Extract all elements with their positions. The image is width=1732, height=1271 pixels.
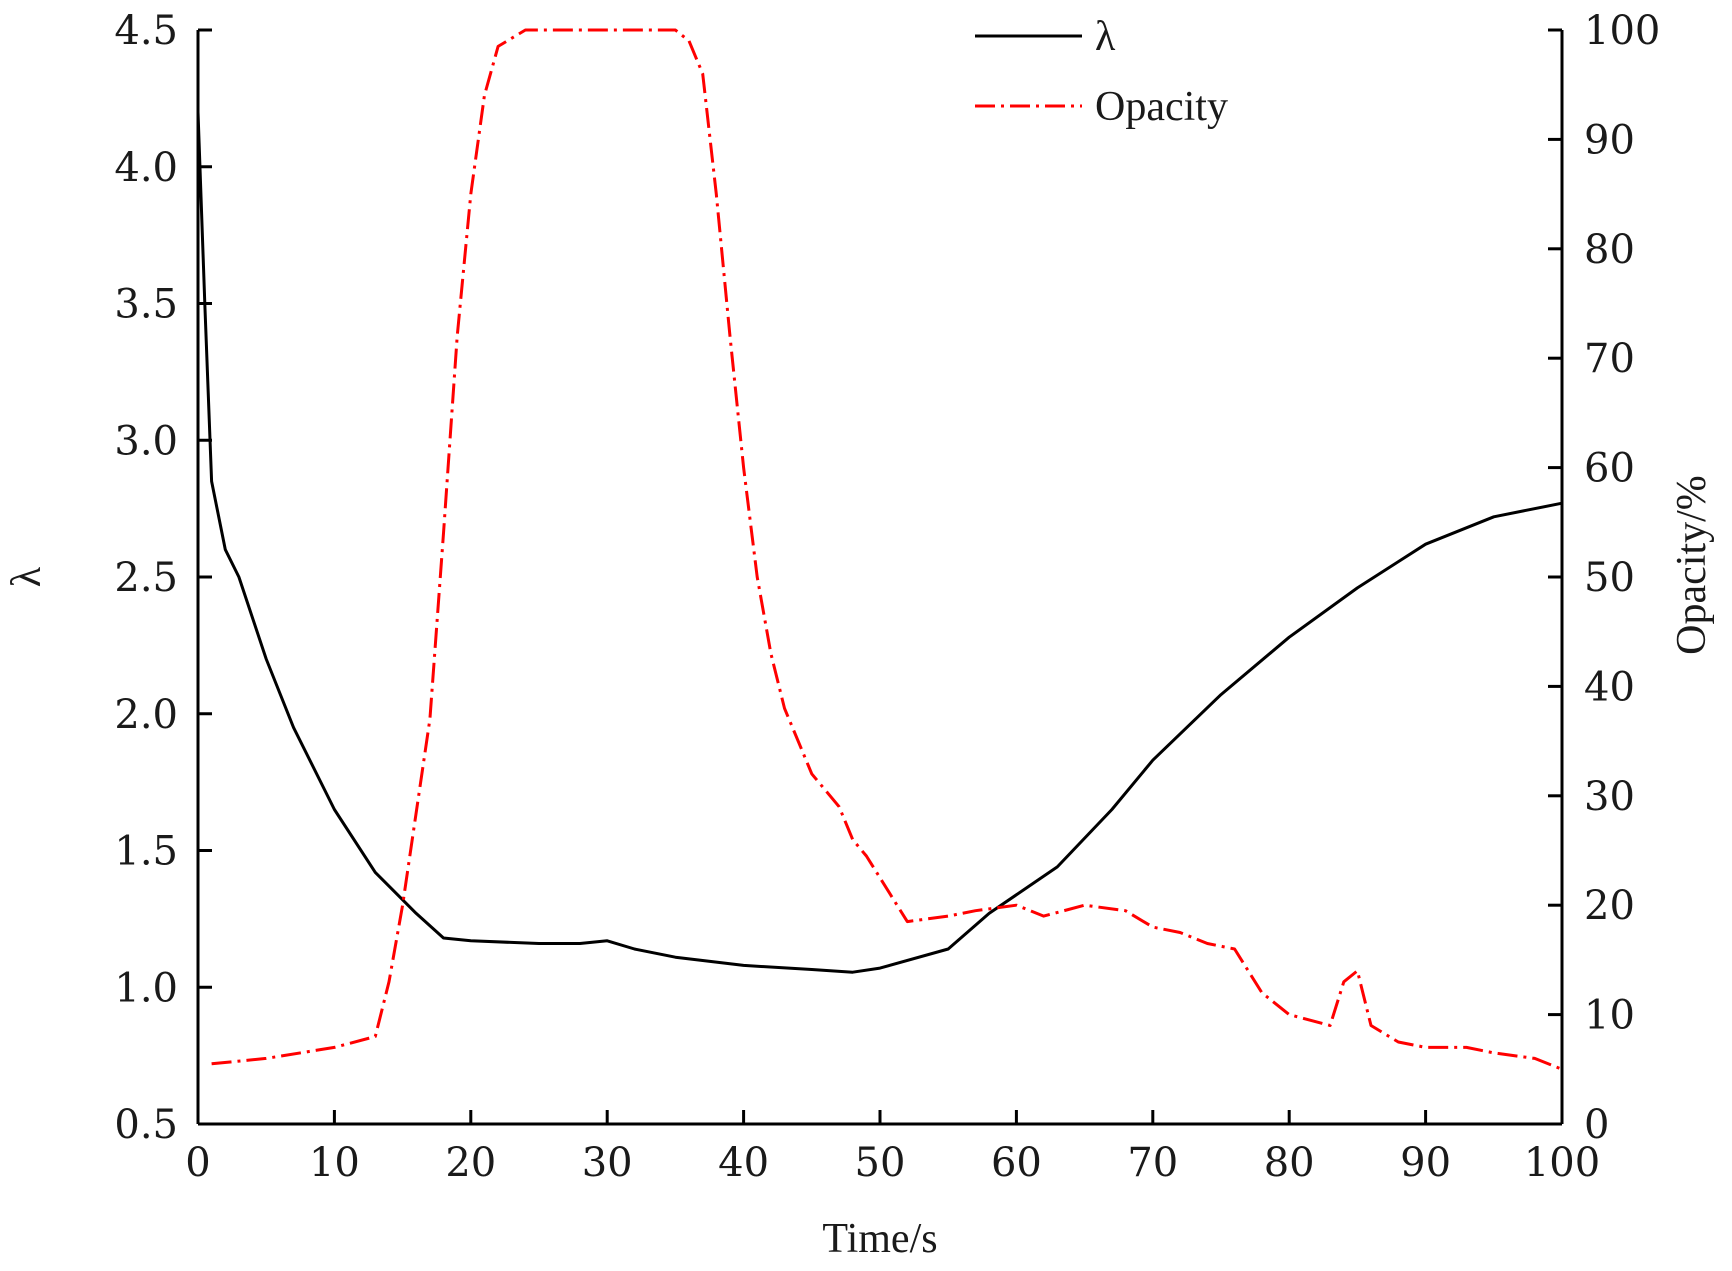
x-axis-title: Time/s — [822, 1216, 937, 1262]
x-tick-label: 100 — [1524, 1140, 1600, 1186]
x-tick-label: 50 — [855, 1140, 906, 1186]
left-y-tick-label: 1.5 — [114, 829, 178, 875]
axes — [196, 30, 1564, 1126]
x-tick-label: 40 — [718, 1140, 769, 1186]
right-y-tick-label: 100 — [1584, 8, 1660, 54]
left-y-tick-label: 3.0 — [114, 418, 178, 464]
x-tick-label: 30 — [582, 1140, 633, 1186]
left-y-tick-label: 4.0 — [114, 145, 178, 191]
left-y-tick-label: 3.5 — [114, 282, 178, 328]
left-y-tick-label: 0.5 — [114, 1102, 178, 1148]
x-tick-label: 90 — [1400, 1140, 1451, 1186]
right-y-tick-label: 30 — [1584, 774, 1635, 820]
right-y-tick-label: 70 — [1584, 336, 1635, 382]
x-tick-label: 20 — [445, 1140, 496, 1186]
right-y-tick-label: 50 — [1584, 555, 1635, 601]
ticks: 0 10 20 30 40 50 60 70 80 90 1000.51.01.52.02.53.0… — [114, 8, 1660, 1186]
x-tick-label: 60 — [991, 1140, 1042, 1186]
left-y-tick-label: 2.5 — [114, 555, 178, 601]
x-tick-label: 10 — [309, 1140, 360, 1186]
right-y-tick-label: 40 — [1584, 664, 1635, 710]
right-y-tick-label: 90 — [1584, 117, 1635, 163]
right-y-tick-label: 60 — [1584, 446, 1635, 492]
right-y-tick-label: 80 — [1584, 227, 1635, 273]
right-y-tick-label: 0 — [1584, 1102, 1609, 1148]
x-tick-label: 0 — [185, 1140, 210, 1186]
left-y-tick-label: 4.5 — [114, 8, 178, 54]
lambda-series-line — [196, 111, 1563, 974]
left-y-axis-title: λ — [4, 566, 50, 587]
right-y-axis-title: Opacity/% — [1669, 475, 1715, 655]
left-y-tick-label: 2.0 — [114, 692, 178, 738]
legend: λ Opacity — [975, 14, 1228, 130]
opacity-series-line — [211, 28, 1563, 1071]
x-tick-label: 80 — [1264, 1140, 1315, 1186]
series-layer — [196, 28, 1563, 1071]
legend-label-1: Opacity — [1095, 84, 1228, 130]
right-y-tick-label: 10 — [1584, 993, 1635, 1039]
right-y-tick-label: 20 — [1584, 883, 1635, 929]
x-tick-label: 70 — [1127, 1140, 1178, 1186]
legend-label-0: λ — [1095, 14, 1116, 60]
left-y-tick-label: 1.0 — [114, 965, 178, 1011]
